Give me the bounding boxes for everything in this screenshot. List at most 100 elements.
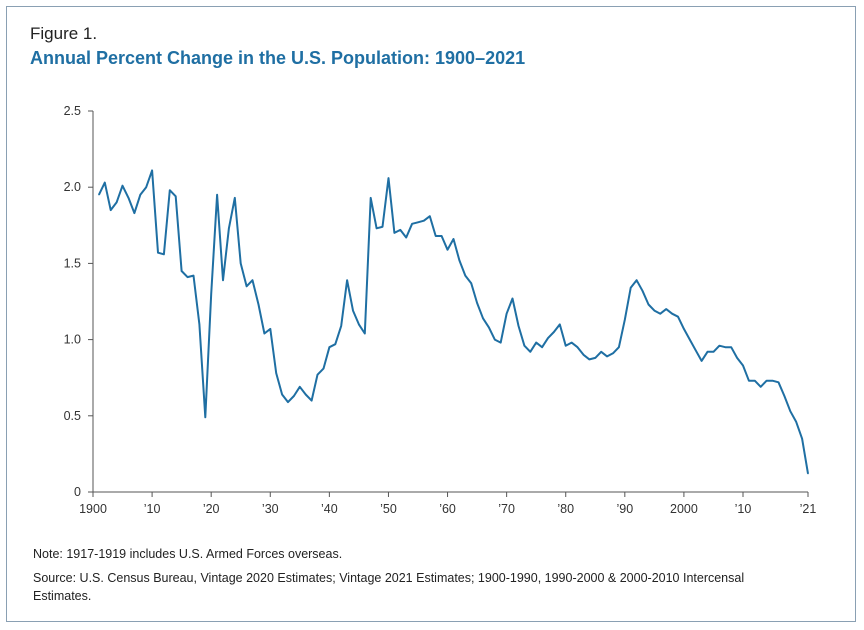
- data-point: [712, 351, 715, 353]
- data-point: [275, 372, 277, 374]
- data-point: [175, 195, 177, 197]
- data-point: [293, 395, 295, 397]
- data-point: [618, 346, 620, 348]
- data-point: [683, 328, 685, 330]
- data-point: [281, 393, 283, 396]
- data-point: [636, 279, 638, 281]
- data-point: [269, 328, 271, 330]
- x-tick-label: ’70: [498, 502, 515, 516]
- data-point: [736, 357, 738, 359]
- data-point: [795, 421, 797, 423]
- data-point: [777, 381, 780, 383]
- data-point: [665, 308, 667, 310]
- data-point: [263, 332, 265, 335]
- data-point: [429, 215, 431, 217]
- series-line: [97, 169, 809, 474]
- data-point: [104, 182, 106, 184]
- data-point: [801, 438, 803, 440]
- figure-label: Figure 1.: [30, 24, 98, 43]
- data-point: [547, 337, 549, 339]
- data-point: [98, 194, 100, 196]
- figure-frame: [6, 6, 856, 622]
- data-point: [234, 197, 236, 199]
- data-point: [511, 297, 514, 300]
- x-tick-label: ’21: [800, 502, 817, 516]
- data-point: [535, 342, 537, 344]
- data-point: [228, 227, 230, 229]
- data-point: [311, 400, 313, 402]
- data-point: [506, 313, 508, 315]
- x-tick-label: ’10: [735, 502, 752, 516]
- data-point: [671, 313, 673, 315]
- data-point: [630, 287, 632, 289]
- data-point: [334, 343, 336, 345]
- y-tick-label: 1.5: [64, 256, 81, 270]
- data-point: [718, 345, 721, 347]
- data-point: [405, 236, 407, 239]
- x-tick-label: ’80: [557, 502, 574, 516]
- data-point: [399, 229, 401, 231]
- data-point: [151, 169, 153, 171]
- data-point: [523, 345, 526, 347]
- data-point: [381, 226, 384, 228]
- data-point: [387, 177, 390, 179]
- data-point: [606, 355, 608, 357]
- x-tick-label: ’10: [144, 502, 161, 516]
- data-point: [181, 270, 183, 272]
- data-point: [169, 189, 171, 191]
- y-axis-ticks: 0 0.5 1.0 1.5 2.0 2.5: [64, 104, 93, 499]
- x-tick-label: ’30: [262, 502, 279, 516]
- data-point: [559, 323, 561, 325]
- data-point: [742, 364, 744, 367]
- data-point: [328, 346, 330, 348]
- data-point: [641, 290, 644, 292]
- data-point: [594, 357, 596, 359]
- data-point: [423, 220, 425, 222]
- data-point: [376, 227, 378, 229]
- data-point: [287, 401, 289, 403]
- data-point: [452, 238, 455, 240]
- data-point: [346, 279, 348, 281]
- data-point: [163, 253, 165, 255]
- chart-source: Source: U.S. Census Bureau, Vintage 2020…: [33, 571, 745, 603]
- data-point: [553, 331, 555, 333]
- data-point: [222, 279, 224, 281]
- data-point: [116, 201, 118, 203]
- data-point: [783, 395, 786, 397]
- data-point: [789, 410, 791, 412]
- data-point: [476, 302, 478, 304]
- x-tick-label: ’20: [203, 502, 220, 516]
- data-point: [435, 235, 437, 237]
- data-point: [488, 326, 490, 328]
- data-point: [358, 323, 360, 325]
- data-point: [157, 252, 159, 254]
- data-point: [246, 285, 248, 287]
- data-point: [754, 380, 756, 382]
- data-point: [695, 349, 697, 351]
- data-point: [198, 323, 200, 325]
- data-point: [210, 293, 212, 295]
- y-tick-label: 0: [74, 485, 81, 499]
- data-point: [186, 276, 189, 278]
- x-tick-label: ’90: [616, 502, 633, 516]
- data-point: [647, 303, 650, 306]
- data-point: [500, 342, 502, 344]
- data-point: [706, 351, 709, 353]
- data-point: [807, 473, 809, 475]
- chart-note: Note: 1917-1919 includes U.S. Armed Forc…: [33, 547, 343, 561]
- y-tick-label: 2.0: [64, 180, 81, 194]
- y-tick-label: 1.0: [64, 333, 81, 347]
- data-point: [110, 209, 112, 211]
- x-tick-label: ’40: [321, 502, 338, 516]
- data-point: [701, 360, 703, 362]
- x-tick-label: 2000: [670, 502, 698, 516]
- data-point: [494, 339, 496, 341]
- data-point: [216, 194, 218, 196]
- x-tick-label: ’60: [439, 502, 456, 516]
- data-point: [760, 386, 762, 388]
- data-point: [464, 275, 466, 277]
- y-tick-label: 0.5: [64, 409, 81, 423]
- data-point: [446, 249, 449, 251]
- data-point: [582, 354, 585, 356]
- data-point: [748, 380, 750, 382]
